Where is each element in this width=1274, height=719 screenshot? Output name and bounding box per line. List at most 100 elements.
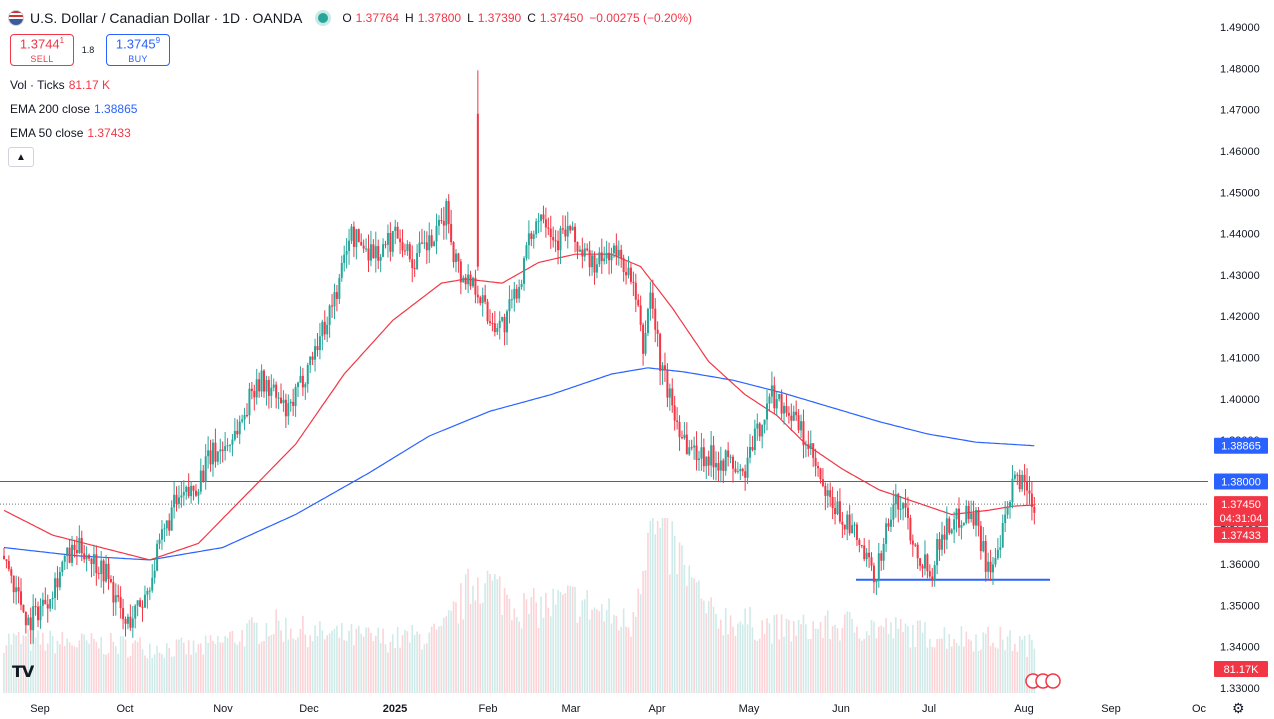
candle [953,511,956,544]
candle-body [814,457,817,466]
candle-body [843,524,846,530]
candle [775,391,778,416]
candle [970,500,973,523]
candle-body [148,590,151,592]
candle [338,273,341,305]
volume-bar [1028,634,1031,693]
volume-bar [929,638,931,693]
candle-body [428,235,431,251]
candle [569,224,572,234]
candle-body [894,494,897,505]
candle [899,495,902,520]
candle-body [540,214,543,221]
candle-body [484,295,487,302]
volume-bar [982,632,985,693]
volume-bar [27,629,30,693]
volume-bar [498,576,501,693]
volume-bar [671,521,674,693]
price-label-price: 1.37450 [1214,496,1268,513]
candle [629,263,632,285]
volume-bar [187,640,190,693]
volume-bar [683,564,686,693]
indicator-ema200[interactable]: EMA 200 close 1.38865 [10,102,137,116]
volume-bar [1021,639,1023,693]
candle-body [576,242,579,252]
candle [783,402,786,425]
candle [858,538,861,553]
candle-body [1011,478,1014,502]
candle [333,283,336,320]
volume-bar [248,619,251,693]
candle [707,450,710,476]
volume-bar [727,634,729,693]
volume-bar [185,654,188,693]
indicator-ema50[interactable]: EMA 50 close 1.37433 [10,126,131,140]
candle [700,432,703,471]
candle [168,513,171,536]
volume-bar [528,613,530,693]
candle-body [668,388,671,398]
volume-bar [331,630,333,693]
candle-body [838,501,841,522]
volume-bar [163,657,166,693]
candle [367,234,370,273]
volume-bar [1018,636,1021,693]
tradingview-logo[interactable]: TV [12,662,34,681]
candle-body [49,599,52,609]
candle-body [909,517,912,541]
collapse-legend-button[interactable]: ▲ [8,147,34,167]
candle-body [661,365,664,371]
candle [260,364,263,397]
candle [318,323,321,360]
candle [165,520,168,536]
volume-bar [632,612,635,693]
price-label-bg [1214,473,1268,490]
candle [309,356,312,374]
candle-body [299,375,302,383]
candle-body [933,565,936,581]
candle [83,544,86,563]
volume-bar [426,643,428,693]
y-tick-label: 1.35000 [1220,600,1260,612]
candle-body [44,599,47,605]
volume-bar [467,568,469,693]
symbol-title[interactable]: U.S. Dollar / Canadian Dollar · 1D · OAN… [30,10,303,26]
candle [714,451,717,481]
candle [719,446,722,483]
candle [919,558,922,571]
candle-body [192,485,195,491]
volume-bar [535,602,537,693]
gear-icon[interactable]: ⚙ [1232,700,1245,716]
volume-bar [496,579,499,693]
indicator-volume[interactable]: Vol · Ticks 81.17 K [10,78,110,92]
candle [795,400,798,421]
candle-body [328,305,331,325]
candle [160,520,163,550]
volume-bar [39,644,42,693]
candle-body [744,471,747,478]
volume-bar [49,630,51,693]
volume-bar [972,651,975,693]
candle-body [812,443,815,458]
candle-body [649,292,652,309]
y-tick-label: 1.36000 [1220,559,1260,571]
volume-bar [362,636,365,693]
volume-bar [924,622,926,693]
volume-bar [613,614,615,693]
volume-bar [71,645,73,693]
volume-bar [202,654,205,693]
buy-button[interactable]: 1.37459 BUY [106,34,170,66]
x-tick-label: Aug [1014,703,1034,715]
candle-body [209,450,212,465]
sell-button[interactable]: 1.37441 SELL [10,34,74,66]
candle [943,525,946,554]
volume-bar [37,630,39,693]
candle [29,607,32,645]
volume-bar [374,635,377,693]
volume-bar [885,617,887,693]
candle-body [5,559,8,561]
candle-body [224,446,227,451]
candle [379,253,382,273]
candle-body [829,490,832,497]
